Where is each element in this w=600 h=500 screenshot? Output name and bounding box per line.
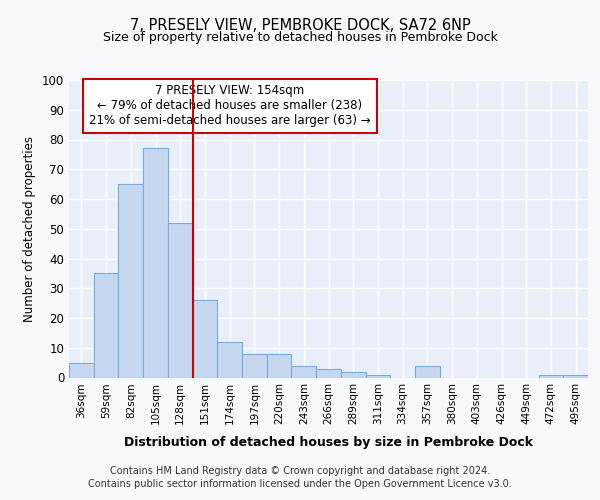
- Bar: [539, 374, 563, 378]
- Bar: [168, 223, 193, 378]
- Bar: [94, 274, 118, 378]
- Bar: [118, 184, 143, 378]
- X-axis label: Distribution of detached houses by size in Pembroke Dock: Distribution of detached houses by size …: [124, 436, 533, 448]
- Bar: [415, 366, 440, 378]
- Bar: [316, 368, 341, 378]
- Bar: [341, 372, 365, 378]
- Bar: [365, 374, 390, 378]
- Text: 7, PRESELY VIEW, PEMBROKE DOCK, SA72 6NP: 7, PRESELY VIEW, PEMBROKE DOCK, SA72 6NP: [130, 18, 470, 32]
- Text: Size of property relative to detached houses in Pembroke Dock: Size of property relative to detached ho…: [103, 31, 497, 44]
- Bar: [242, 354, 267, 378]
- Bar: [563, 374, 588, 378]
- Bar: [217, 342, 242, 378]
- Bar: [292, 366, 316, 378]
- Bar: [267, 354, 292, 378]
- Bar: [69, 362, 94, 378]
- Bar: [143, 148, 168, 378]
- Text: Contains public sector information licensed under the Open Government Licence v3: Contains public sector information licen…: [88, 479, 512, 489]
- Bar: [193, 300, 217, 378]
- Text: 7 PRESELY VIEW: 154sqm
← 79% of detached houses are smaller (238)
21% of semi-de: 7 PRESELY VIEW: 154sqm ← 79% of detached…: [89, 84, 371, 128]
- Y-axis label: Number of detached properties: Number of detached properties: [23, 136, 37, 322]
- Text: Contains HM Land Registry data © Crown copyright and database right 2024.: Contains HM Land Registry data © Crown c…: [110, 466, 490, 476]
